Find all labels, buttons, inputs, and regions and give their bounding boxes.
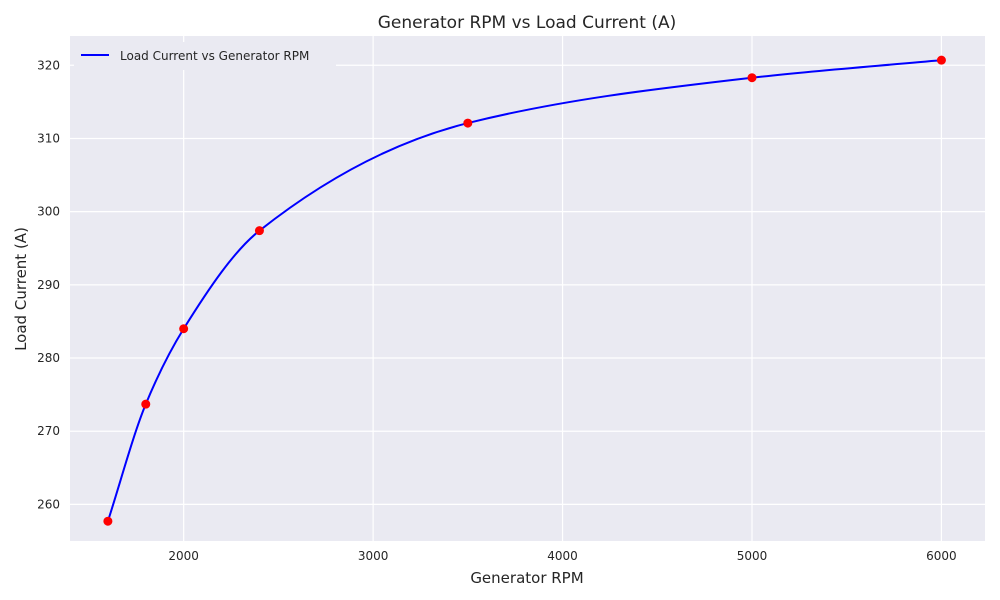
- x-tick-label: 4000: [547, 549, 578, 563]
- data-point: [747, 73, 757, 83]
- x-tick-label: 2000: [168, 549, 199, 563]
- y-tick-label: 290: [37, 278, 60, 292]
- y-tick-label: 270: [37, 424, 60, 438]
- y-tick-label: 310: [37, 131, 60, 145]
- legend-label: Load Current vs Generator RPM: [120, 49, 309, 63]
- y-axis-ticks: 260 270 280 290 300 310 320: [37, 58, 60, 511]
- x-axis-ticks: 2000 3000 4000 5000 6000: [168, 549, 956, 563]
- series-group: [103, 55, 946, 526]
- y-axis-label: Load Current (A): [12, 227, 30, 351]
- data-point: [463, 118, 473, 128]
- y-tick-label: 260: [37, 497, 60, 511]
- y-tick-label: 320: [37, 58, 60, 72]
- x-axis-label: Generator RPM: [470, 569, 583, 587]
- y-tick-label: 300: [37, 205, 60, 219]
- data-point: [254, 226, 264, 236]
- x-tick-label: 5000: [737, 549, 768, 563]
- x-tick-label: 3000: [358, 549, 389, 563]
- chart-title: Generator RPM vs Load Current (A): [378, 13, 677, 33]
- plot-area: [70, 36, 985, 541]
- data-point: [103, 516, 113, 526]
- legend-box: [74, 42, 336, 70]
- data-point: [936, 55, 946, 65]
- y-tick-label: 280: [37, 351, 60, 365]
- x-tick-label: 6000: [926, 549, 957, 563]
- legend: Load Current vs Generator RPM: [74, 42, 336, 70]
- data-point: [179, 324, 189, 334]
- data-point: [141, 399, 151, 409]
- grid: [70, 36, 985, 541]
